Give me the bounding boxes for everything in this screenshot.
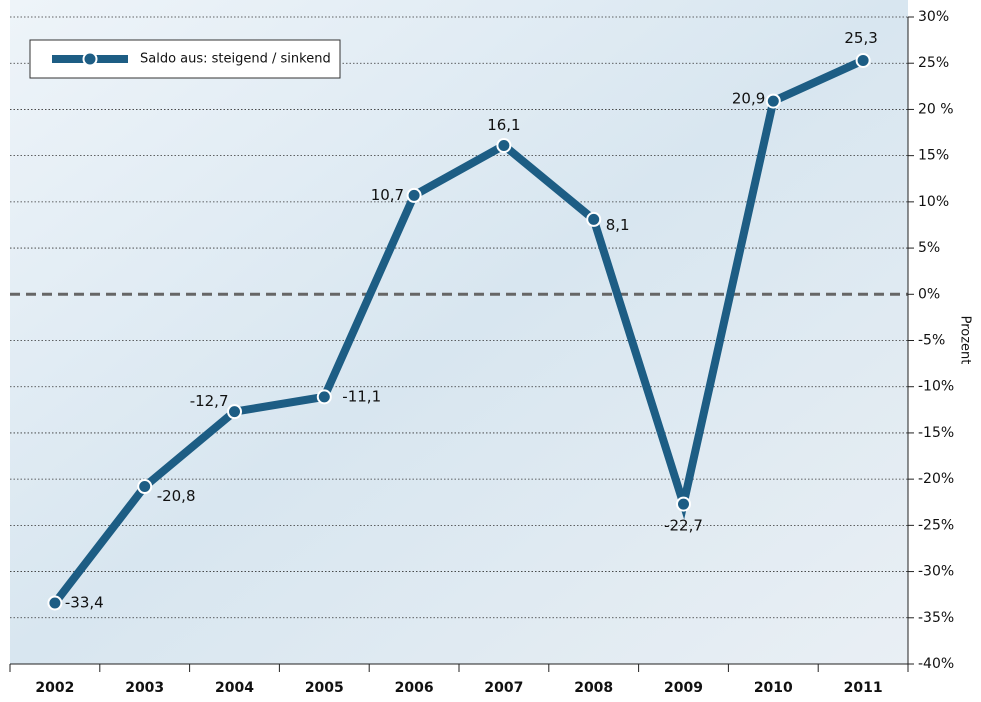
y-tick-label: 20 %	[918, 101, 954, 117]
data-point	[676, 496, 691, 512]
y-tick-label: 30%	[918, 9, 949, 25]
data-label: 16,1	[487, 116, 520, 134]
data-label: -33,4	[65, 593, 104, 611]
y-tick-label: -40%	[918, 656, 954, 672]
x-tick-label: 2007	[484, 680, 523, 696]
y-tick-label: -25%	[918, 517, 954, 533]
data-label: -12,7	[190, 392, 229, 410]
x-tick-label: 2010	[754, 680, 793, 696]
y-tick-label: -20%	[918, 471, 954, 487]
data-point	[855, 52, 871, 68]
y-tick-label: -35%	[918, 610, 954, 626]
data-point	[316, 389, 332, 405]
x-tick-label: 2004	[215, 680, 254, 696]
y-tick-label: -30%	[918, 564, 954, 580]
legend-label: Saldo aus: steigend / sinkend	[140, 52, 331, 67]
data-label: 25,3	[844, 29, 877, 47]
legend: Saldo aus: steigend / sinkend	[29, 39, 341, 79]
y-tick-label: 10%	[918, 194, 949, 210]
data-point	[137, 479, 153, 495]
x-tick-label: 2006	[395, 680, 434, 696]
y-tick-label: 0%	[918, 286, 940, 302]
legend-marker	[82, 51, 98, 67]
series-line	[51, 56, 865, 606]
x-tick-label: 2008	[574, 680, 613, 696]
x-tick-label: 2003	[125, 680, 164, 696]
y-tick-label: 5%	[918, 240, 940, 256]
x-tick-label: 2005	[305, 680, 344, 696]
data-point	[227, 404, 242, 420]
data-label: 8,1	[606, 216, 630, 234]
x-tick-label: 2002	[35, 680, 74, 696]
data-point	[496, 137, 512, 153]
y-tick-label: 25%	[918, 55, 949, 71]
y-tick-label: -5%	[918, 333, 945, 349]
data-point	[406, 187, 422, 203]
data-point	[586, 211, 602, 227]
plot-background	[10, 0, 908, 664]
data-label: 10,7	[371, 186, 404, 204]
data-label: 20,9	[732, 90, 765, 108]
x-tick-label: 2011	[844, 680, 883, 696]
y-tick-label: 15%	[918, 148, 949, 164]
y-axis-label: Prozent	[958, 316, 973, 365]
data-point	[47, 595, 63, 611]
x-tick-label: 2009	[664, 680, 703, 696]
y-tick-label: -15%	[918, 425, 954, 441]
y-tick-label: -10%	[918, 379, 954, 395]
data-label: -11,1	[342, 387, 381, 405]
data-label: -22,7	[664, 517, 703, 535]
data-point	[765, 93, 781, 109]
data-label: -20,8	[157, 487, 196, 505]
